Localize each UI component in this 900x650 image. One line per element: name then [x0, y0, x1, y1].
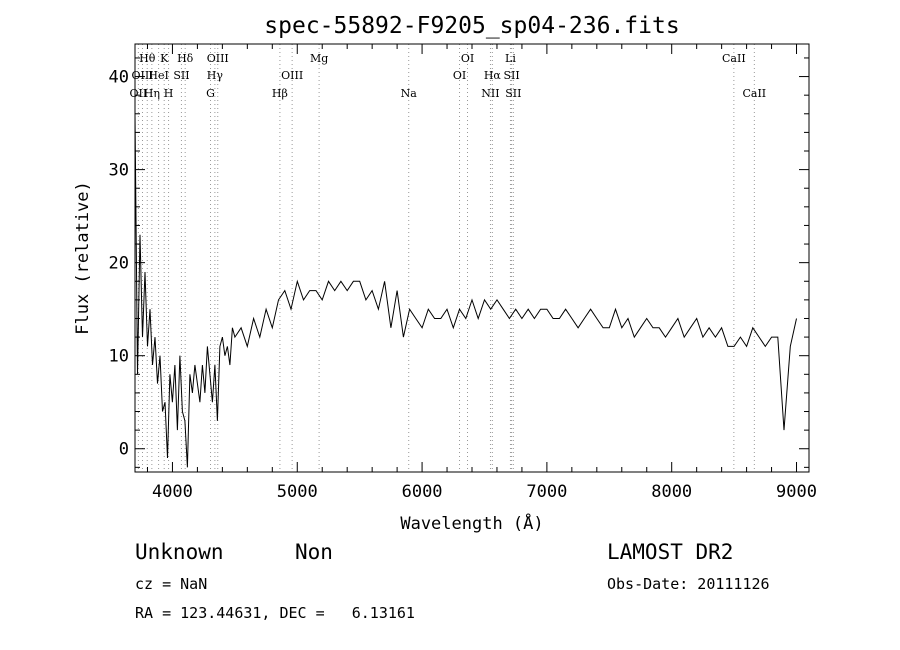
line-label: SII	[505, 87, 521, 100]
line-label: Hθ	[139, 52, 156, 65]
y-axis-ticks: 0 10 20 30 40	[109, 57, 809, 468]
line-label: OIII	[281, 69, 303, 82]
chart-title: spec-55892-F9205_sp04-236.fits	[264, 13, 679, 39]
x-axis-label: Wavelength (Å)	[400, 512, 543, 534]
y-tick-label: 0	[119, 440, 129, 460]
line-label: Na	[401, 87, 418, 100]
line-label: CaII	[722, 52, 746, 65]
cz-value: cz = NaN	[135, 575, 208, 593]
class-label: Unknown	[135, 540, 224, 564]
y-tick-label: 40	[109, 68, 129, 88]
y-tick-label: 10	[109, 347, 129, 367]
line-label: Hγ	[207, 69, 224, 82]
line-label: H	[164, 87, 174, 100]
line-label: Hβ	[272, 87, 288, 100]
subclass-label: Non	[295, 540, 333, 564]
spectral-line-labels: OII Hθ OIII Hη HeI K H SII Hδ OIII Hγ G Hβ OIII Mg Na OI…	[130, 52, 767, 100]
x-axis-ticks: 4000 5000 6000 7000 8000 9000	[146, 44, 817, 502]
spectrum-layer	[134, 113, 797, 468]
line-label: CaII	[742, 87, 766, 100]
line-label: Hδ	[177, 52, 194, 65]
line-label: G	[206, 87, 215, 100]
line-label: Mg	[310, 52, 328, 65]
x-tick-label: 8000	[651, 482, 692, 502]
line-label: K	[160, 52, 169, 65]
line-label: Hα	[484, 69, 502, 82]
line-label: HeI	[148, 69, 168, 82]
y-tick-label: 20	[109, 254, 129, 274]
spectral-line-markers	[137, 44, 755, 472]
line-label: Hη	[144, 87, 160, 100]
x-tick-label: 4000	[152, 482, 193, 502]
survey-label: LAMOST DR2	[607, 540, 734, 564]
x-tick-label: 9000	[776, 482, 817, 502]
spectrum-line	[134, 113, 797, 468]
line-label: Li	[505, 52, 516, 65]
obs-date: Obs-Date: 20111126	[607, 575, 770, 593]
line-label: SII	[173, 69, 189, 82]
line-label: OIII	[207, 52, 229, 65]
y-axis-label: Flux (relative)	[73, 181, 93, 335]
x-tick-label: 7000	[526, 482, 567, 502]
line-label: OII	[130, 87, 148, 100]
x-tick-label: 6000	[402, 482, 443, 502]
line-label: OI	[461, 52, 474, 65]
plot-frame	[134, 43, 810, 473]
line-label: SII	[503, 69, 519, 82]
line-label: NII	[481, 87, 499, 100]
ra-dec-value: RA = 123.44631, DEC = 6.13161	[135, 604, 415, 622]
line-label: OI	[453, 69, 466, 82]
line-label: OIII	[131, 69, 153, 82]
y-tick-label: 30	[109, 161, 129, 181]
x-tick-label: 5000	[277, 482, 318, 502]
